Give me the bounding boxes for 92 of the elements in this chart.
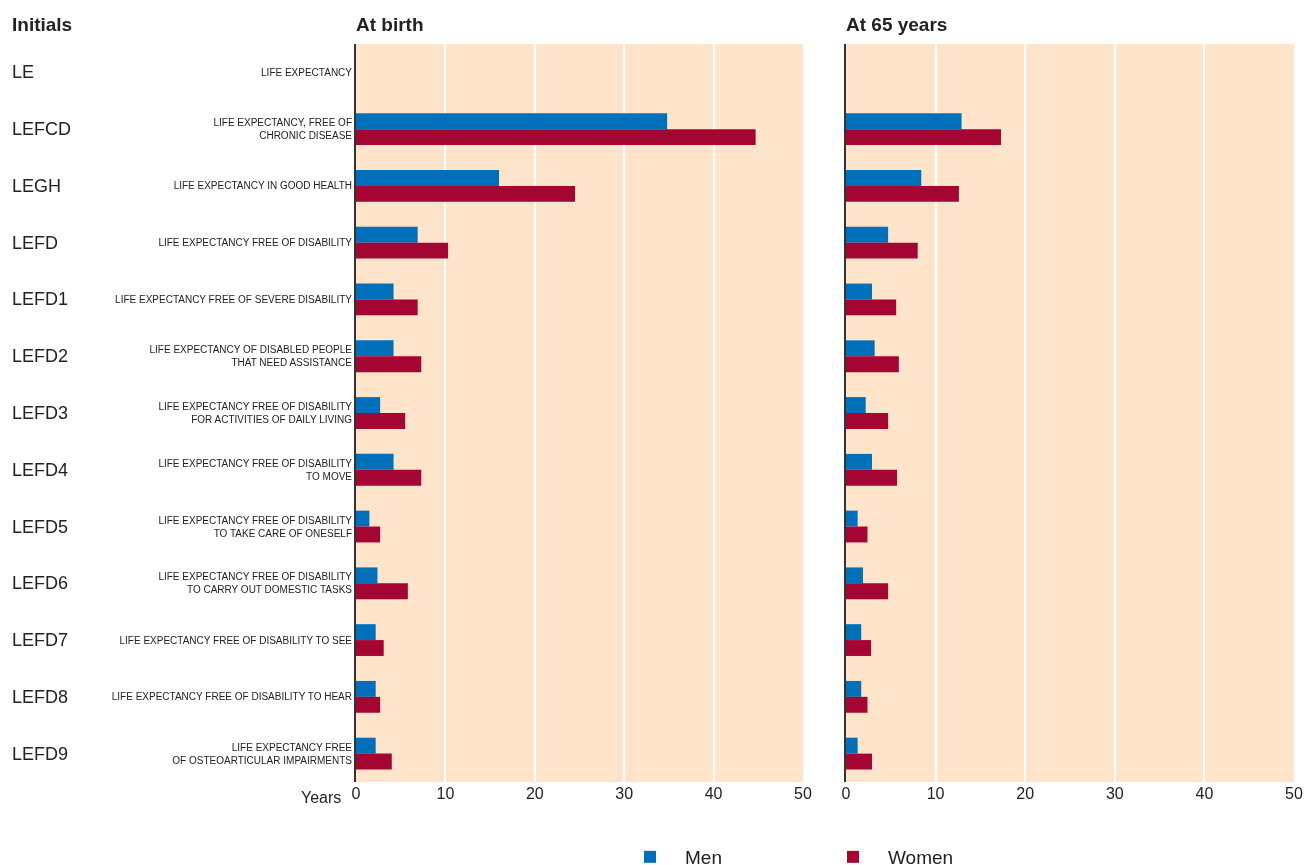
bar — [846, 510, 858, 527]
chart-title: At birth — [356, 13, 424, 35]
x-tick-label: 50 — [794, 785, 812, 802]
y-tick-label: LIFE EXPECTANCY FREE OF DISABILITY TO CARRY OUT DOMESTIC TASKS — [158, 571, 353, 596]
bar — [356, 526, 381, 543]
x-tick-label: 30 — [1105, 785, 1124, 802]
bar — [846, 680, 862, 697]
x-tick-label: 20 — [525, 785, 544, 802]
bar — [356, 696, 381, 713]
bar — [356, 299, 418, 316]
bar — [356, 753, 392, 770]
text: LEFD8 — [12, 687, 69, 707]
bar — [356, 510, 370, 527]
y-tick-label: LIFE EXPECTANCY IN GOOD HEALTH — [173, 180, 352, 192]
bar — [356, 640, 384, 656]
y-axis-title: Initials — [12, 14, 73, 35]
bar — [846, 356, 899, 373]
bar — [846, 583, 889, 600]
text: LE — [12, 62, 35, 82]
bar — [356, 170, 500, 186]
bar — [356, 680, 376, 697]
x-tick-label: 30 — [615, 785, 634, 802]
x-tick-label: 10 — [926, 785, 945, 802]
x-tick-label: 0 — [841, 785, 851, 802]
bar — [356, 129, 756, 146]
bar — [356, 356, 422, 373]
y-tick-label: LIFE EXPECTANCY FREE OF DISABILITY TO SEE — [119, 634, 353, 646]
bar — [846, 185, 959, 202]
text: LEFD3 — [12, 403, 69, 423]
bar — [846, 753, 872, 770]
y-tick-label: LIFE EXPECTANCY FREE OF SEVERE DISABILITY — [115, 293, 353, 305]
bar — [846, 299, 897, 316]
y-tick-label: LIFE EXPECTANCY, FREE OF CHRONIC DISEASE — [213, 117, 353, 142]
bar — [846, 170, 922, 186]
bar — [846, 737, 858, 754]
bar — [356, 624, 376, 641]
bar — [846, 283, 872, 300]
text: LEFD — [12, 233, 59, 253]
bar — [846, 226, 889, 243]
x-tick-label: 40 — [1195, 785, 1214, 802]
text: LEFD1 — [12, 289, 69, 309]
bar — [846, 469, 898, 486]
chart-title: At 65 years — [846, 13, 948, 35]
bar — [846, 413, 889, 429]
x-tick-label: 0 — [351, 785, 361, 802]
x-tick-label: 50 — [1285, 785, 1303, 802]
bar — [356, 397, 381, 413]
bar — [356, 583, 408, 600]
text: LEFD9 — [12, 744, 69, 764]
legend-label: Women — [888, 847, 954, 865]
text: LEGH — [12, 176, 62, 196]
bar — [846, 696, 868, 713]
text: LEFD5 — [12, 517, 69, 537]
y-tick-label: LIFE EXPECTANCY FREE OF DISABILITY TO MOVE — [158, 457, 353, 482]
bar — [846, 397, 866, 413]
x-tick-label: 20 — [1016, 785, 1035, 802]
bar — [356, 185, 576, 202]
y-tick-label: LIFE EXPECTANCY FREE OF DISABILITY TO HEAR — [111, 691, 352, 703]
bar — [356, 283, 394, 300]
x-tick-label: 40 — [704, 785, 723, 802]
bar — [356, 453, 394, 470]
text: LEFD4 — [12, 460, 69, 480]
bar — [356, 413, 406, 429]
y-tick-label: LIFE EXPECTANCY OF DISABLED PEOPLE THAT NEED ASSISTANCE — [149, 344, 353, 369]
x-axis-title: Years — [301, 789, 342, 806]
y-tick-label: LIFE EXPECTANCY FREE OF DISABILITY TO TAKE CARE OF ONESELF — [158, 514, 353, 539]
y-tick-label: LIFE EXPECTANCY FREE OF DISABILITY FOR ACTIVITIES OF DAILY LIVING — [158, 401, 353, 425]
bar — [356, 469, 422, 486]
bar — [356, 226, 418, 243]
bar — [846, 624, 862, 641]
text: LEFD7 — [12, 630, 69, 650]
bar — [846, 129, 1002, 146]
bar — [846, 113, 962, 130]
text: LEFCD — [12, 119, 72, 139]
bar — [846, 453, 872, 470]
text: LEFD2 — [12, 346, 69, 366]
text: LEFD6 — [12, 573, 69, 593]
bar — [846, 567, 864, 584]
bar — [846, 526, 868, 543]
y-tick-label: LIFE EXPECTANCY — [261, 66, 353, 78]
bar — [846, 340, 875, 357]
bar — [846, 242, 918, 259]
y-tick-label: LIFE EXPECTANCY FREE OF DISABILITY — [158, 237, 353, 249]
bar — [356, 242, 449, 259]
bar — [356, 113, 668, 130]
bar — [356, 567, 378, 584]
y-tick-label: LIFE EXPECTANCY FREE OF OSTEOARTICULAR IMPAIRMENTS — [172, 741, 353, 766]
bar — [356, 340, 394, 357]
legend-label: Men — [685, 847, 722, 865]
bar — [356, 737, 376, 754]
bar — [846, 640, 872, 656]
x-tick-label: 10 — [436, 785, 455, 802]
